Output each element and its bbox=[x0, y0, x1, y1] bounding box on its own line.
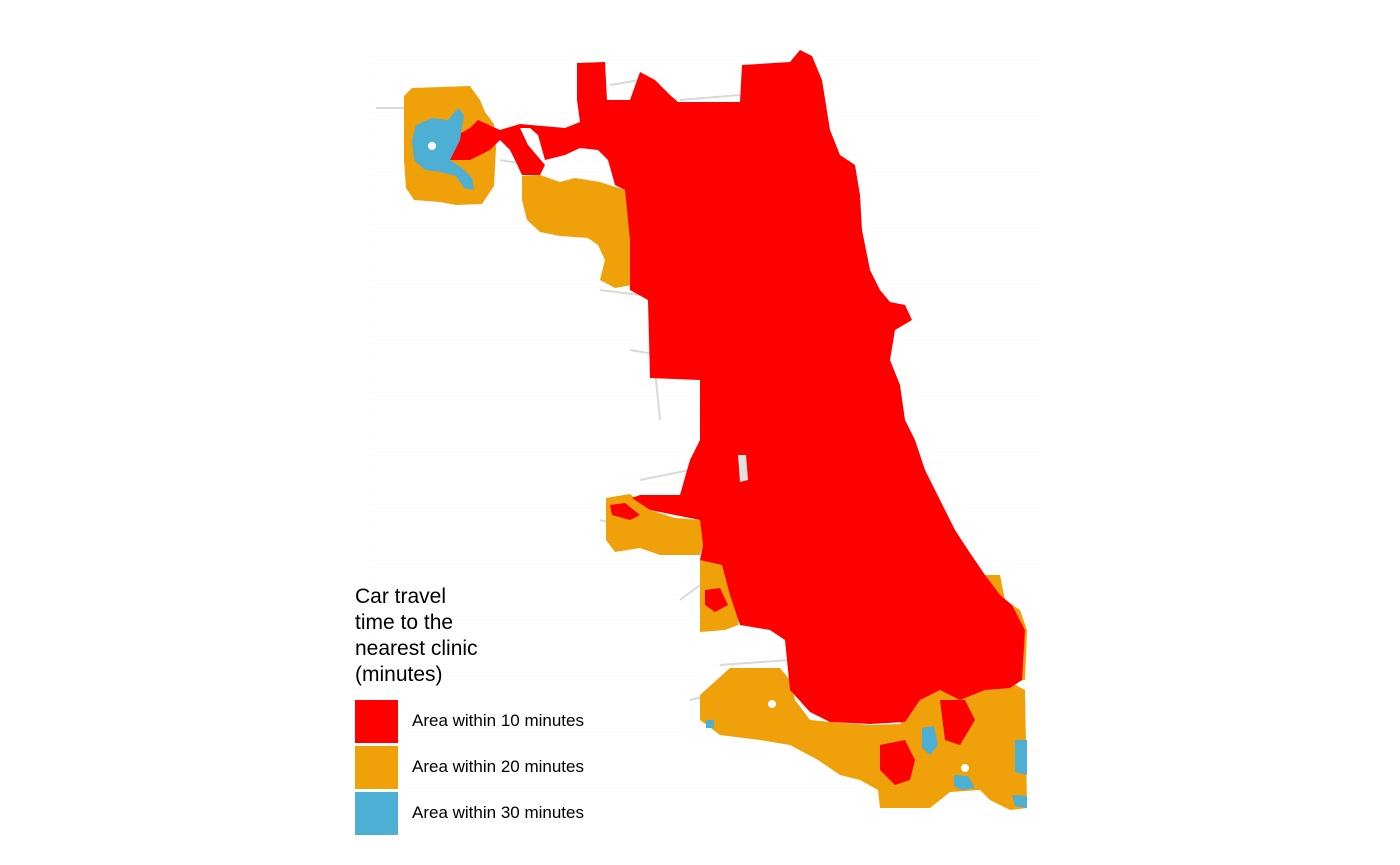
legend-swatch-orange bbox=[355, 745, 398, 789]
legend-swatch-red bbox=[355, 699, 398, 743]
hex-texture bbox=[370, 45, 1040, 820]
legend-item-10-minutes: Area within 10 minutes bbox=[355, 698, 655, 744]
legend-item-20-minutes: Area within 20 minutes bbox=[355, 744, 655, 790]
legend-label: Area within 30 minutes bbox=[412, 803, 584, 822]
legend: Car travel time to the nearest clinic (m… bbox=[355, 584, 655, 836]
legend-title: Car travel time to the nearest clinic (m… bbox=[355, 585, 478, 686]
legend-label: Area within 10 minutes bbox=[412, 711, 584, 730]
legend-swatch-blue bbox=[355, 791, 398, 835]
legend-item-30-minutes: Area within 30 minutes bbox=[355, 790, 655, 836]
legend-label: Area within 20 minutes bbox=[412, 757, 584, 776]
